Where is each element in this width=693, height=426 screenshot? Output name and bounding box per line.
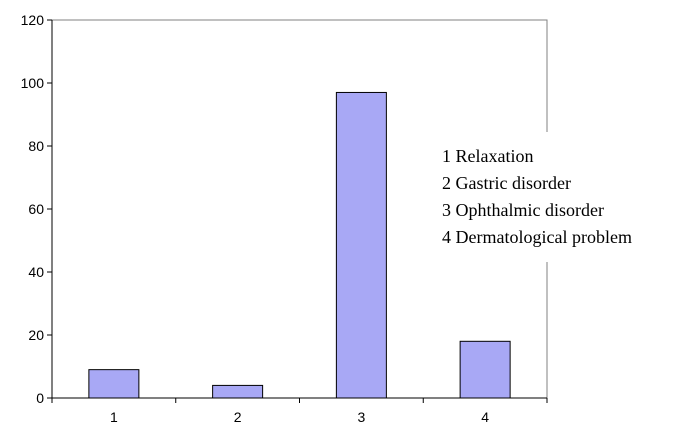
bar-2 [213, 385, 263, 398]
y-ticks-group: 0 20 40 60 80 100 120 [21, 12, 52, 406]
y-tick-label: 100 [21, 75, 45, 91]
y-tick-label: 20 [28, 327, 44, 343]
x-tick-label: 1 [110, 409, 118, 425]
bar-3 [336, 92, 386, 398]
legend-item-4: 4 Dermatological problem [442, 227, 632, 247]
bar-1 [89, 370, 139, 398]
legend-item-1: 1 Relaxation [442, 146, 533, 166]
bar-4 [460, 341, 510, 398]
x-tick-label: 4 [481, 409, 489, 425]
y-tick-label: 60 [28, 201, 44, 217]
x-ticks-group: 1 2 3 4 [52, 398, 547, 425]
y-tick-label: 80 [28, 138, 44, 154]
y-tick-label: 0 [36, 390, 44, 406]
legend-item-3: 3 Ophthalmic disorder [442, 200, 604, 220]
y-tick-label: 40 [28, 264, 44, 280]
x-tick-label: 2 [234, 409, 242, 425]
x-tick-label: 3 [357, 409, 365, 425]
y-tick-label: 120 [21, 12, 45, 28]
legend-item-2: 2 Gastric disorder [442, 173, 571, 193]
